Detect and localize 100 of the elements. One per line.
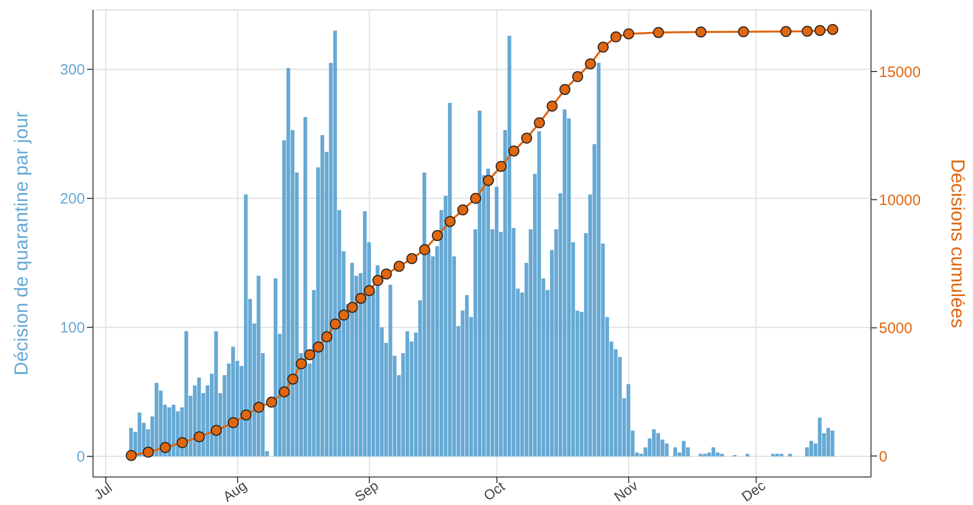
- point: [330, 318, 341, 330]
- point: [652, 27, 664, 38]
- bar: [448, 102, 452, 456]
- bar: [303, 117, 308, 456]
- point: [802, 26, 813, 37]
- bar: [274, 278, 278, 456]
- y-tick-label: 200: [60, 190, 85, 208]
- x-tick-label: Dec: [738, 477, 768, 505]
- point: [432, 230, 443, 242]
- bar: [712, 447, 716, 456]
- point: [623, 28, 634, 40]
- point: [814, 25, 826, 36]
- bar: [256, 276, 260, 456]
- bar: [214, 331, 218, 456]
- y2-tick-label: 5000: [879, 320, 912, 338]
- bar: [596, 62, 601, 456]
- bar: [464, 295, 469, 456]
- y-tick-label: 100: [60, 320, 85, 337]
- x-tick-label: Aug: [220, 477, 250, 505]
- point: [572, 71, 584, 82]
- bar: [562, 109, 567, 456]
- bar: [244, 194, 248, 456]
- point: [142, 446, 154, 458]
- bar: [771, 454, 775, 456]
- point: [338, 310, 350, 321]
- point: [559, 84, 570, 95]
- bar: [388, 284, 392, 456]
- point: [304, 349, 316, 360]
- point: [394, 260, 405, 272]
- bar: [673, 447, 678, 456]
- bar: [664, 443, 669, 456]
- bar: [508, 36, 512, 456]
- point: [321, 331, 332, 342]
- y-tick-label: 0: [76, 448, 85, 466]
- point: [372, 274, 384, 286]
- bar: [494, 186, 498, 456]
- bar: [652, 429, 656, 456]
- point: [738, 26, 749, 38]
- bar: [138, 412, 142, 456]
- point: [266, 396, 278, 408]
- bar: [333, 30, 337, 456]
- point: [444, 216, 456, 227]
- point: [312, 342, 324, 353]
- point: [419, 244, 430, 256]
- bar: [172, 404, 176, 456]
- bar: [478, 110, 482, 456]
- bar: [682, 440, 686, 456]
- point: [346, 302, 358, 313]
- x-tick-label: Jul: [90, 479, 115, 503]
- point: [482, 174, 494, 186]
- bar: [154, 382, 158, 456]
- point: [598, 42, 609, 53]
- bar: [818, 418, 822, 456]
- bar: [350, 262, 354, 456]
- point: [228, 417, 239, 428]
- point: [355, 292, 366, 304]
- point: [534, 117, 545, 128]
- point: [287, 374, 298, 385]
- x-tick-label: Oct: [480, 478, 508, 504]
- point: [496, 160, 507, 172]
- point: [194, 431, 205, 442]
- y-axis-title: Décision de quarantine par jour: [12, 110, 33, 376]
- bar: [320, 135, 324, 456]
- bar: [780, 454, 784, 456]
- bar: [788, 454, 792, 456]
- bar: [286, 68, 290, 456]
- bar: [656, 433, 660, 456]
- bar: [486, 168, 490, 456]
- y2-tick-label: 10000: [879, 192, 921, 209]
- bar: [405, 331, 410, 456]
- point: [546, 100, 558, 112]
- y2-axis-title: Décisions cumulées: [946, 159, 968, 328]
- y2-tick-label: 0: [879, 448, 888, 466]
- point: [210, 424, 222, 436]
- point: [406, 253, 418, 264]
- point: [508, 145, 520, 156]
- point: [126, 450, 137, 461]
- bar: [422, 172, 426, 456]
- point: [240, 409, 252, 420]
- bar: [231, 346, 235, 456]
- bar: [626, 384, 630, 456]
- point: [364, 285, 375, 296]
- point: [296, 358, 307, 370]
- bar: [376, 265, 380, 456]
- bar: [746, 454, 750, 456]
- bar: [809, 440, 814, 456]
- bar: [830, 430, 834, 456]
- point: [780, 26, 792, 38]
- x-tick-label: Nov: [611, 477, 641, 505]
- x-tick-label: Sep: [352, 477, 382, 505]
- point: [521, 132, 532, 144]
- point: [610, 31, 622, 42]
- bar: [537, 131, 542, 456]
- point: [470, 192, 482, 204]
- y2-tick-label: 15000: [879, 64, 921, 81]
- bar: [826, 428, 830, 456]
- point: [695, 26, 706, 38]
- bar: [720, 454, 724, 456]
- point: [176, 437, 188, 448]
- point: [380, 268, 392, 280]
